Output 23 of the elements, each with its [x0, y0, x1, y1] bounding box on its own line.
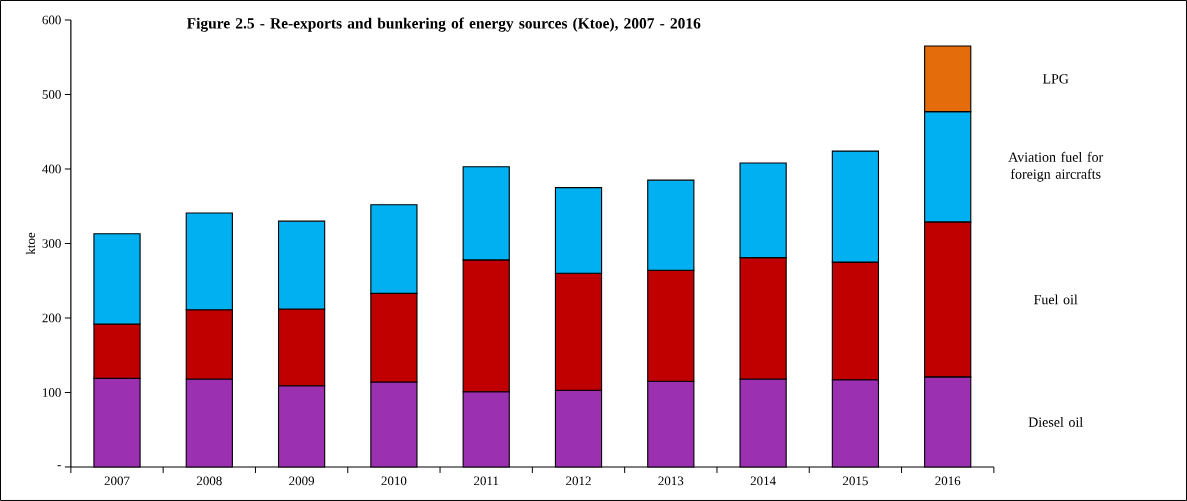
text: Fuel oil [1034, 294, 1078, 305]
text: Aviation fuel for foreign aircrafts [1008, 151, 1104, 182]
x-tick-label: 2013 [658, 476, 684, 486]
y-tick-label: 500 [42, 90, 61, 99]
y-tick-label: 100 [43, 388, 61, 397]
x-tick-label: 2009 [289, 476, 315, 486]
text: Diesel oil [1028, 417, 1083, 427]
y-tick-label: 600 [42, 15, 61, 25]
text: LPG [1042, 74, 1069, 84]
x-tick-label: 2008 [196, 476, 222, 486]
y-axis-title: ktoe [25, 232, 36, 255]
y-tick-label: - [57, 465, 61, 467]
x-tick-label: 2011 [474, 476, 499, 486]
x-tick-label: 2014 [750, 476, 776, 486]
x-tick-label: 2010 [381, 476, 407, 486]
x-tick-label: 2016 [935, 476, 961, 486]
x-tick-label: 2012 [566, 476, 591, 486]
y-tick-label: 300 [42, 239, 61, 248]
x-tick-label: 2007 [104, 476, 130, 486]
y-tick-label: 400 [42, 164, 61, 174]
x-tick-label: 2015 [843, 476, 868, 486]
chart-title: Figure 2.5 - Re-exports and bunkering of energy sources (Ktoe), 2007 - 2016 [186, 17, 701, 32]
y-tick-label: 200 [42, 313, 61, 323]
